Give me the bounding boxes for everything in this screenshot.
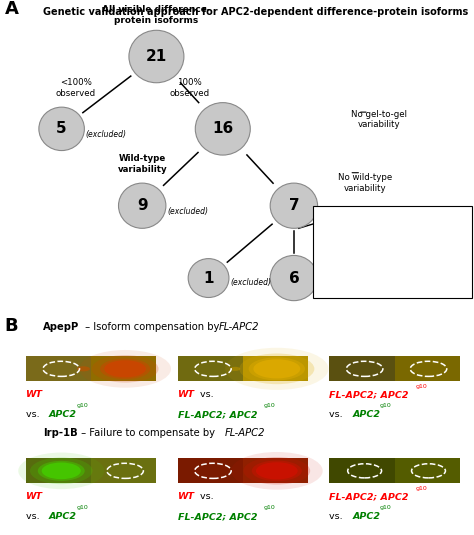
Circle shape [270,183,318,228]
Text: 1: 1 [203,271,214,286]
Text: APC2: APC2 [352,512,380,521]
Text: – Isoform compensation by: – Isoform compensation by [82,322,222,332]
Bar [91,356,156,381]
Text: APC2: APC2 [352,410,380,419]
Bar [26,458,91,484]
Text: vs.: vs. [197,390,213,399]
Text: Wild-type
variability: Wild-type variability [118,155,167,174]
Text: 7: 7 [289,198,299,213]
Ellipse shape [92,355,158,383]
Text: ApepP: ApepP [43,322,79,332]
Ellipse shape [244,457,310,485]
Text: g10: g10 [380,403,392,408]
Text: vs.: vs. [26,410,43,419]
Bar [26,356,91,381]
Ellipse shape [225,348,328,390]
Text: (1) CG2918
(4) Dp1
(7) GlyP
(9) ApepP
(11) mRpS30
(12) Cbs/TCP: (1) CG2918 (4) Dp1 (7) GlyP (9) ApepP (1… [321,231,367,274]
Text: <100%
observed: <100% observed [56,79,96,98]
Bar [178,458,243,484]
Circle shape [39,107,84,150]
Text: vs.: vs. [26,512,43,521]
Text: g10: g10 [380,506,392,510]
Text: WT: WT [178,492,195,501]
Ellipse shape [249,357,305,380]
Ellipse shape [79,350,171,388]
Text: – Failure to compensate by: – Failure to compensate by [78,427,219,438]
Text: 16: 16 [212,121,233,136]
Text: 6: 6 [289,271,299,286]
Bar [243,458,308,484]
Text: 100%
observed: 100% observed [170,79,210,98]
Ellipse shape [100,358,150,379]
Text: FL-APC2; APC2: FL-APC2; APC2 [178,512,257,521]
Ellipse shape [254,360,301,378]
Text: 21: 21 [146,49,167,64]
Text: WT: WT [26,390,43,399]
Text: vs.: vs. [329,512,346,521]
Text: FL-APC2; APC2: FL-APC2; APC2 [329,492,409,501]
Text: WT: WT [178,390,195,399]
Text: A: A [5,0,18,18]
Ellipse shape [77,366,90,371]
Ellipse shape [252,461,302,481]
Circle shape [129,30,184,83]
Text: vs.: vs. [197,492,213,501]
Bar [329,458,394,484]
Bar [243,356,308,381]
Text: 5: 5 [56,121,67,136]
Circle shape [195,103,250,155]
Text: All visible difference-
protein isoforms: All visible difference- protein isoforms [102,5,211,25]
Circle shape [188,258,229,297]
Text: Validated APC2-dependent
protein isoform pair: Validated APC2-dependent protein isoform… [341,210,444,230]
Circle shape [270,255,318,301]
Ellipse shape [18,453,104,489]
Text: g10: g10 [416,486,428,491]
Text: FL-APC2; APC2: FL-APC2; APC2 [178,410,257,419]
Text: (excluded): (excluded) [167,207,208,216]
Text: FL-APC2; APC2: FL-APC2; APC2 [329,390,409,399]
Text: g10: g10 [416,384,428,388]
Bar [329,356,394,381]
Text: APC2: APC2 [49,410,77,419]
Text: FL-APC2: FL-APC2 [219,322,259,332]
Text: (excluded): (excluded) [230,278,271,287]
Bar [394,458,460,484]
Ellipse shape [231,452,323,490]
Text: g10: g10 [76,403,88,408]
Text: g10: g10 [76,506,88,510]
Ellipse shape [30,457,92,484]
Ellipse shape [239,354,314,384]
Bar [394,356,460,381]
Text: FL-APC2: FL-APC2 [225,427,265,438]
Ellipse shape [230,367,240,371]
Text: B: B [5,317,18,335]
Text: g10: g10 [264,403,276,408]
FancyBboxPatch shape [313,206,472,299]
Text: No gel-to-gel
variability: No gel-to-gel variability [351,110,407,129]
Text: Genetic validation approach for APC2-dependent difference-protein isoforms: Genetic validation approach for APC2-dep… [43,7,468,17]
Circle shape [118,183,166,228]
Ellipse shape [42,463,81,479]
Ellipse shape [104,360,146,377]
Text: (excluded): (excluded) [85,130,127,139]
Bar [91,458,156,484]
Text: g10: g10 [264,506,276,510]
Text: vs.: vs. [329,410,346,419]
Text: 9: 9 [137,198,147,213]
Bar [178,356,243,381]
Text: APC2: APC2 [49,512,77,521]
Text: No wild-type
variability: No wild-type variability [338,173,392,193]
Text: WT: WT [26,492,43,501]
Ellipse shape [38,461,85,481]
Ellipse shape [256,462,298,479]
Text: Irp-1B: Irp-1B [43,427,77,438]
